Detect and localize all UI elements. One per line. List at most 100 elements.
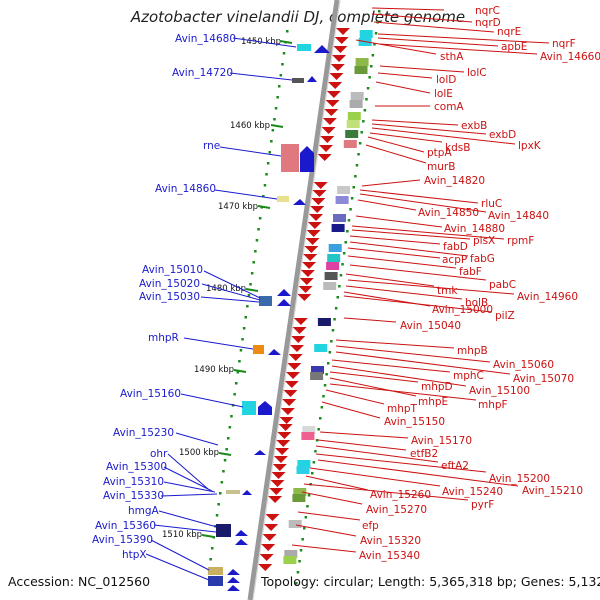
gene-label[interactable]: mhpF	[478, 399, 508, 411]
gene-label[interactable]: Avin_15360	[95, 520, 156, 532]
gene-arrow[interactable]	[265, 514, 280, 521]
gene-arrow[interactable]	[270, 480, 285, 487]
gene-arrow[interactable]	[304, 246, 319, 253]
gene-label[interactable]: nqrE	[497, 26, 521, 38]
gene-arrow[interactable]	[313, 182, 328, 189]
gene-label[interactable]: Avin_14850	[418, 207, 479, 219]
gene-label[interactable]: mhpR	[148, 332, 179, 344]
gene-label[interactable]: Avin_15230	[113, 427, 174, 439]
gene-label[interactable]: Avin_15210	[522, 485, 583, 497]
gene-feature[interactable]	[350, 92, 364, 100]
gene-arrow[interactable]	[276, 440, 291, 447]
gene-arrow[interactable]	[277, 432, 292, 439]
gene-arrow[interactable]	[292, 327, 307, 334]
gene-label[interactable]: efp	[362, 520, 379, 532]
gene-label[interactable]: apbE	[501, 41, 527, 53]
gene-label[interactable]: mhpD	[421, 381, 453, 393]
gene-arrow[interactable]	[288, 354, 303, 361]
gene-label[interactable]: exbD	[489, 129, 516, 141]
gene-feature[interactable]	[323, 282, 337, 290]
gene-arrow[interactable]	[300, 146, 314, 172]
gene-feature[interactable]	[296, 466, 310, 474]
gene-label[interactable]: nqrD	[475, 17, 501, 29]
gene-feature[interactable]	[208, 567, 223, 575]
gene-feature[interactable]	[343, 140, 357, 148]
gene-label[interactable]: Avin_15270	[366, 504, 427, 516]
gene-arrow[interactable]	[302, 262, 317, 269]
gene-arrow[interactable]	[287, 363, 302, 370]
gene-arrow[interactable]	[293, 318, 308, 325]
gene-label[interactable]: fabD	[443, 241, 468, 253]
gene-label[interactable]: htpX	[122, 549, 147, 561]
gene-feature[interactable]	[293, 488, 307, 496]
gene-arrow[interactable]	[334, 37, 349, 44]
gene-label[interactable]: rne	[203, 140, 220, 152]
gene-arrow[interactable]	[325, 100, 340, 107]
gene-feature[interactable]	[326, 262, 340, 270]
gene-feature[interactable]	[288, 520, 302, 528]
gene-feature[interactable]	[297, 460, 311, 468]
gene-arrow[interactable]	[317, 154, 332, 161]
gene-arrow[interactable]	[235, 539, 248, 545]
gene-label[interactable]: Avin_14720	[172, 67, 233, 79]
gene-feature[interactable]	[317, 318, 331, 326]
gene-arrow[interactable]	[235, 530, 248, 536]
gene-arrow[interactable]	[330, 64, 345, 71]
gene-label[interactable]: exbB	[461, 120, 487, 132]
gene-label[interactable]: ohr	[150, 448, 168, 460]
gene-label[interactable]: Avin_14680	[175, 33, 236, 45]
gene-arrow[interactable]	[303, 254, 318, 261]
gene-feature[interactable]	[208, 576, 223, 586]
gene-arrow[interactable]	[333, 46, 348, 53]
gene-label[interactable]: pyrF	[471, 499, 494, 511]
gene-arrow[interactable]	[306, 230, 321, 237]
gene-feature[interactable]	[337, 186, 351, 194]
gene-arrow[interactable]	[227, 569, 240, 575]
gene-label[interactable]: rluC	[481, 198, 502, 210]
gene-label[interactable]: Avin_15070	[513, 373, 574, 385]
gene-arrow[interactable]	[311, 198, 326, 205]
gene-arrow[interactable]	[275, 448, 290, 455]
gene-feature[interactable]	[349, 100, 363, 108]
gene-arrow[interactable]	[259, 554, 274, 561]
gene-arrow[interactable]	[320, 136, 335, 143]
gene-label[interactable]: Avin_14660	[540, 51, 600, 63]
gene-arrow[interactable]	[314, 45, 330, 53]
gene-label[interactable]: Avin_15160	[120, 388, 181, 400]
gene-label[interactable]: Avin_15030	[139, 291, 200, 303]
gene-arrow[interactable]	[310, 206, 325, 213]
gene-label[interactable]: Avin_15170	[411, 435, 472, 447]
gene-arrow[interactable]	[227, 577, 240, 583]
gene-feature[interactable]	[345, 130, 359, 138]
gene-feature[interactable]	[281, 144, 299, 172]
gene-feature[interactable]	[346, 120, 360, 128]
gene-label[interactable]: nqrF	[552, 38, 576, 50]
gene-feature[interactable]	[311, 366, 324, 374]
gene-arrow[interactable]	[319, 145, 333, 152]
gene-feature[interactable]	[347, 112, 361, 120]
gene-label[interactable]: Avin_15040	[400, 320, 461, 332]
gene-arrow[interactable]	[272, 464, 287, 471]
gene-label[interactable]: murB	[427, 161, 455, 173]
gene-feature[interactable]	[335, 196, 349, 204]
gene-feature[interactable]	[242, 401, 256, 415]
gene-label[interactable]: rpmF	[507, 235, 534, 247]
gene-label[interactable]: acpP	[442, 254, 467, 266]
gene-label[interactable]: mhpB	[457, 345, 488, 357]
gene-label[interactable]: comA	[434, 101, 464, 113]
gene-arrow[interactable]	[282, 399, 297, 406]
gene-label[interactable]: Avin_15390	[92, 534, 153, 546]
gene-arrow[interactable]	[280, 408, 295, 415]
gene-arrow[interactable]	[305, 238, 320, 245]
gene-label[interactable]: plsX	[473, 235, 495, 247]
gene-feature[interactable]	[253, 345, 264, 354]
gene-arrow[interactable]	[268, 349, 281, 355]
gene-arrow[interactable]	[326, 91, 341, 98]
gene-feature[interactable]	[226, 490, 240, 494]
gene-feature[interactable]	[310, 372, 324, 380]
gene-label[interactable]: lpxK	[518, 140, 542, 152]
gene-arrow[interactable]	[254, 450, 266, 455]
gene-arrow[interactable]	[242, 490, 252, 495]
gene-label[interactable]: etfB2	[410, 448, 438, 460]
gene-arrow[interactable]	[284, 381, 299, 388]
